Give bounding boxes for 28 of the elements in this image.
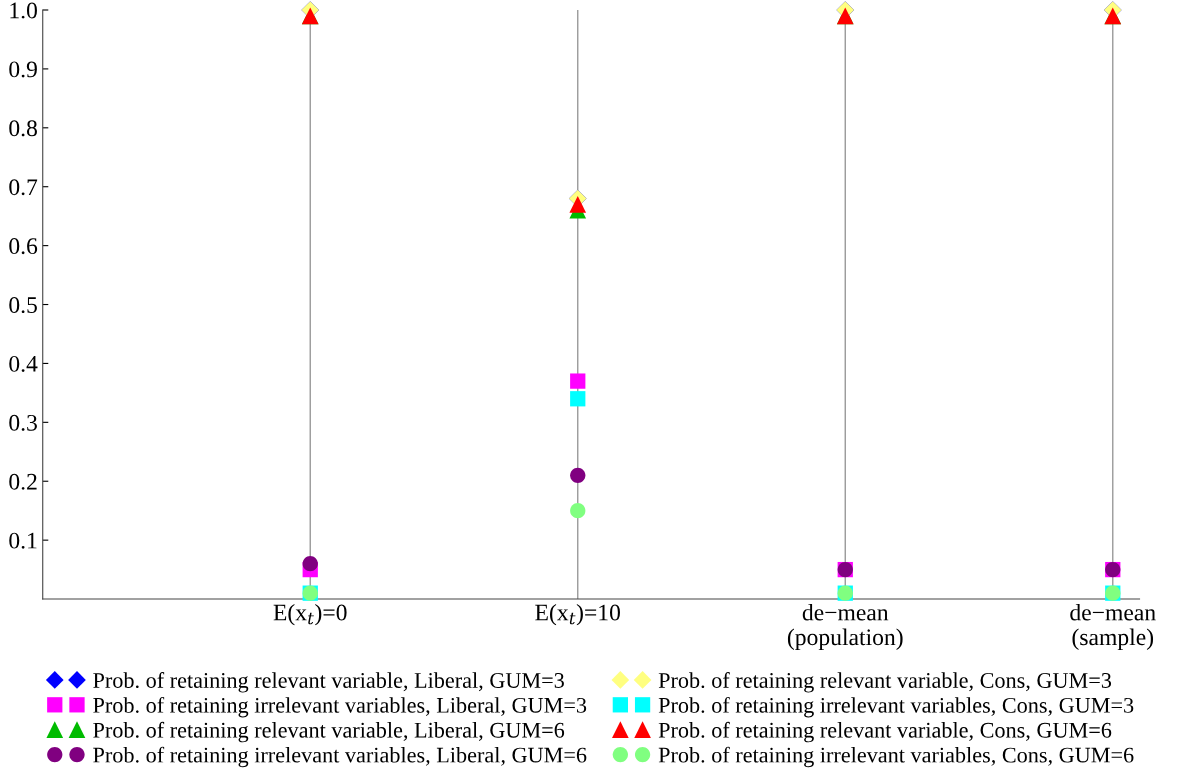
y-tick-label: 0.2: [9, 473, 37, 490]
legend-label: Prob. of retaining irrelevant variables, Liberal, GUM=6: [93, 746, 587, 768]
point: [570, 373, 586, 389]
x-tick-label: de−mean (population): [787, 603, 903, 651]
point: [570, 467, 586, 483]
x-tick-label: E(x$_{t}$)=10: [535, 603, 620, 626]
y-tick-label: 0.5: [9, 297, 37, 314]
legend-label: Prob. of retaining relevant variable, Liberal, GUM=6: [93, 721, 565, 743]
y-tick-label: 0.3: [9, 414, 37, 431]
y-tick-label: 0.6: [9, 238, 38, 255]
legend-label: Prob. of retaining relevant variable, Cons, GUM=3: [658, 672, 1112, 693]
y-tick-label: 0.9: [9, 61, 37, 78]
y-tick-label: 0.1: [9, 532, 37, 549]
x-tick-label: E(x$_{t}$)=0: [273, 603, 347, 626]
y-tick-label: 0.7: [9, 179, 38, 196]
legend-label: Prob. of retaining relevant variable, Liberal, GUM=3: [93, 672, 564, 693]
legend-label: Prob. of retaining irrelevant variables, Liberal, GUM=3: [93, 696, 587, 718]
x-tick-label: de−mean (sample): [1070, 603, 1156, 651]
legend-label: Prob. of retaining relevant variable, Cons, GUM=6: [658, 721, 1112, 743]
y-tick-label: 0.8: [9, 120, 37, 137]
point: [570, 391, 586, 407]
point: [570, 503, 586, 519]
point: [569, 196, 587, 213]
point: [302, 556, 318, 572]
y-tick-label: 1.0: [10, 2, 37, 19]
y-tick-label: 0.4: [9, 355, 38, 372]
legend-label: Prob. of retaining irrelevant variables, Cons, GUM=6: [658, 746, 1134, 768]
legend-label: Prob. of retaining irrelevant variables, Cons, GUM=3: [658, 696, 1134, 718]
